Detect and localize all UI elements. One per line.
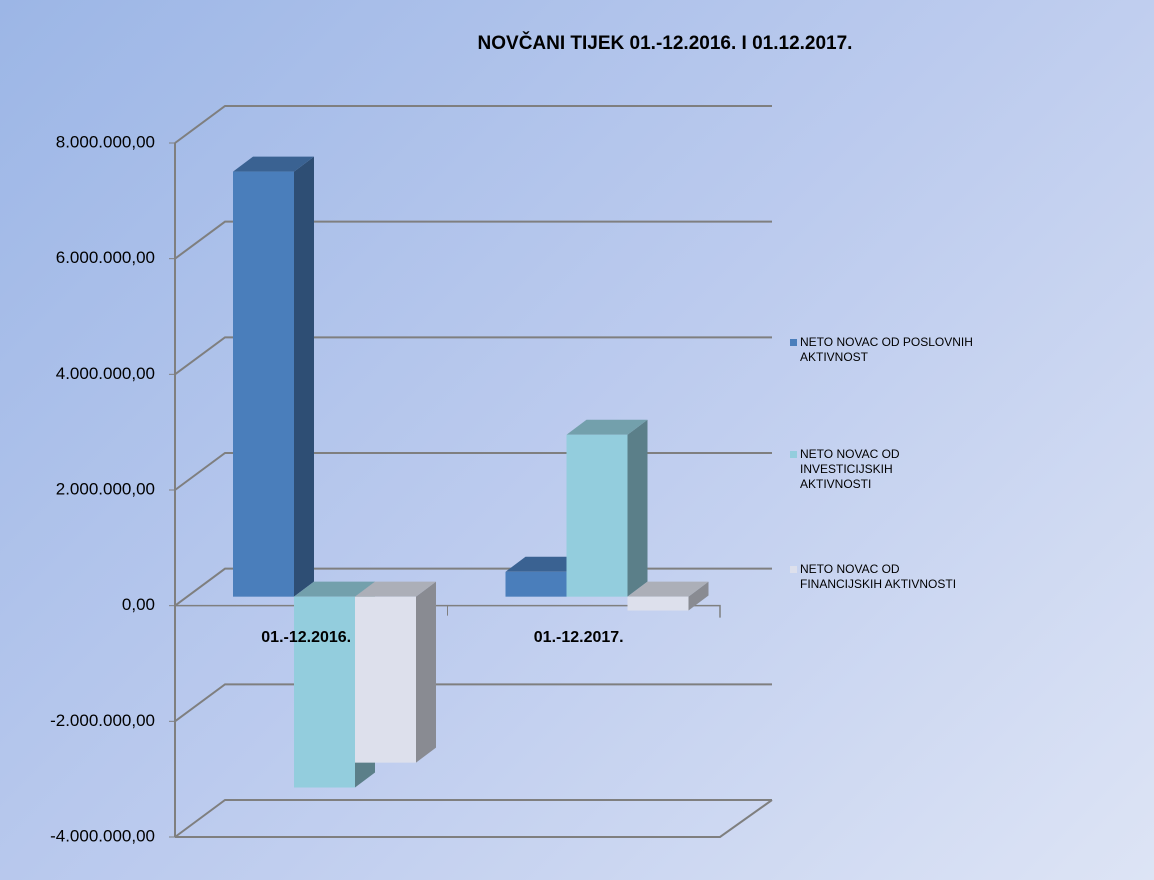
y-tick-label: 6.000.000,00	[56, 248, 155, 267]
bar-side	[688, 581, 709, 611]
x-tick-label: 01.-12.2017.	[534, 629, 624, 646]
bar-top	[566, 419, 648, 435]
floor	[175, 799, 773, 838]
bar-side	[627, 419, 648, 597]
legend-item: NETO NOVAC OD POSLOVNIH AKTIVNOST	[790, 335, 1030, 365]
y-tick-label: 2.000.000,00	[56, 479, 155, 498]
legend-swatch	[790, 566, 797, 573]
legend-swatch	[790, 451, 797, 458]
legend-item: NETO NOVAC OD INVESTICIJSKIH AKTIVNOSTI	[790, 447, 960, 492]
bar	[627, 596, 689, 611]
bar	[294, 596, 355, 788]
bar	[355, 596, 416, 763]
y-tick-label: 0,00	[122, 595, 155, 614]
legend-swatch	[790, 339, 797, 346]
y-tick-label: 4.000.000,00	[56, 364, 155, 383]
grid-line	[174, 220, 772, 260]
grid-line	[174, 799, 772, 838]
bar	[566, 434, 628, 597]
legend-label: NETO NOVAC OD INVESTICIJSKIH AKTIVNOSTI	[800, 447, 900, 491]
bar-top	[505, 556, 587, 572]
bar-top	[627, 581, 709, 597]
chart-title: NOVČANI TIJEK 01.-12.2016. I 01.12.2017.	[478, 32, 853, 54]
bar-top	[355, 581, 436, 597]
bar	[233, 171, 294, 597]
bar-side	[416, 581, 436, 763]
legend-label: NETO NOVAC OD FINANCIJSKIH AKTIVNOSTI	[800, 562, 957, 591]
bar-top	[294, 581, 375, 597]
y-tick-label: -2.000.000,00	[50, 711, 155, 730]
y-tick-label: 8.000.000,00	[56, 132, 155, 151]
legend-label: NETO NOVAC OD POSLOVNIH AKTIVNOST	[800, 335, 973, 364]
legend-item: NETO NOVAC OD FINANCIJSKIH AKTIVNOSTI	[790, 562, 960, 592]
x-tick-label: 01.-12.2016.	[261, 629, 351, 646]
grid-line	[174, 683, 772, 723]
grid-line	[174, 105, 772, 144]
bar-side	[294, 156, 314, 597]
bar	[505, 571, 567, 597]
grid-line	[174, 336, 772, 376]
y-tick-label: -4.000.000,00	[50, 826, 155, 845]
bar-top	[233, 156, 314, 172]
